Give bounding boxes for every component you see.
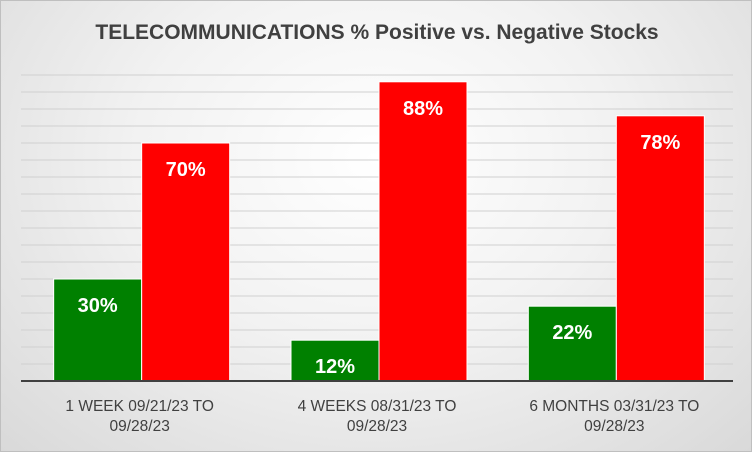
category-label: 4 WEEKS 08/31/23 TO 09/28/23 bbox=[262, 397, 492, 437]
category-label-line: 09/28/23 bbox=[109, 418, 170, 435]
bar bbox=[378, 81, 468, 382]
category-label-line: 4 WEEKS 08/31/23 TO bbox=[297, 398, 457, 415]
category-label-line: 09/28/23 bbox=[584, 418, 645, 435]
bar bbox=[141, 142, 231, 382]
bar bbox=[290, 339, 380, 382]
category-label: 6 MONTHS 03/31/23 TO 09/28/23 bbox=[499, 397, 729, 437]
data-label: 22% bbox=[552, 322, 592, 344]
data-label: 78% bbox=[640, 132, 680, 154]
data-label: 88% bbox=[403, 98, 443, 120]
bar bbox=[527, 305, 617, 382]
bar bbox=[53, 278, 143, 382]
category-label-line: 6 MONTHS 03/31/23 TO bbox=[529, 398, 700, 415]
data-label: 12% bbox=[315, 356, 355, 378]
data-label: 30% bbox=[78, 295, 118, 317]
category-label-line: 09/28/23 bbox=[346, 418, 408, 435]
bar bbox=[615, 115, 705, 382]
data-label: 70% bbox=[166, 159, 206, 181]
category-label: 1 WEEK 09/21/23 TO 09/28/23 bbox=[25, 397, 255, 437]
chart-title: TELECOMMUNICATIONS % Positive vs. Negati… bbox=[95, 21, 659, 44]
category-label-line: 1 WEEK 09/21/23 TO bbox=[65, 398, 214, 415]
